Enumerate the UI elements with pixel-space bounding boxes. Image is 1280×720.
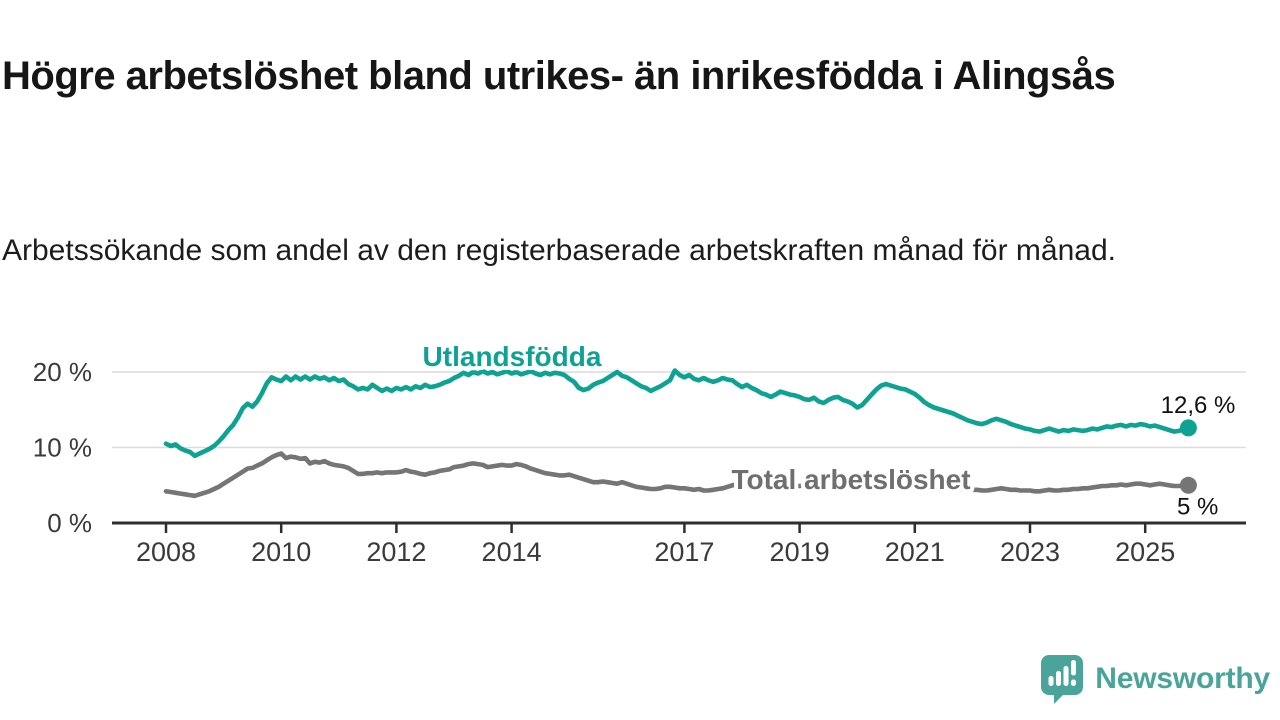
total-arbetsloshet-line [163,451,1191,499]
total-arbetsloshet-end-dot [1179,476,1197,494]
y-axis-label: 20 % [33,357,92,387]
x-axis-label-2010: 2010 [251,537,311,567]
page-title: Högre arbetslöshet bland utrikes- än inr… [2,53,1116,98]
utlandsfodda-end-value: 12,6 % [1161,392,1236,419]
total-arbetsloshet-label: Total arbetslöshet [731,464,970,495]
utlandsfodda-end-dot [1179,419,1197,437]
x-axis-label-2025: 2025 [1115,537,1175,567]
x-axis-label-2012: 2012 [366,537,426,567]
utlandsfodda-label: Utlandsfödda [423,341,602,372]
logo-exclamation-dot [1071,679,1077,686]
logo-bubble-shape [1041,655,1084,704]
logo-bar-1 [1048,676,1054,686]
x-axis-label-2023: 2023 [1000,537,1060,567]
page-subtitle: Arbetssökande som andel av den registerb… [2,234,1116,267]
y-axis-label: 10 % [33,433,92,463]
logo-exclamation-bar [1071,660,1077,676]
x-axis-label-2017: 2017 [654,537,714,567]
total-arbetsloshet-end-value: 5 % [1177,493,1218,520]
x-axis-label-2019: 2019 [770,537,830,567]
logo-bar-2 [1056,671,1062,686]
x-axis-label-2008: 2008 [136,537,196,567]
utlandsfodda-line [163,368,1191,459]
logo-bar-3 [1063,666,1069,686]
y-axis-label: 0 % [47,508,92,538]
x-axis-label-2021: 2021 [885,537,945,567]
x-axis-label-2014: 2014 [482,537,542,567]
newsworthy-logo-icon [1041,655,1084,704]
brand-logo: Newsworthy [1039,654,1270,704]
brand-name: Newsworthy [1095,662,1270,695]
